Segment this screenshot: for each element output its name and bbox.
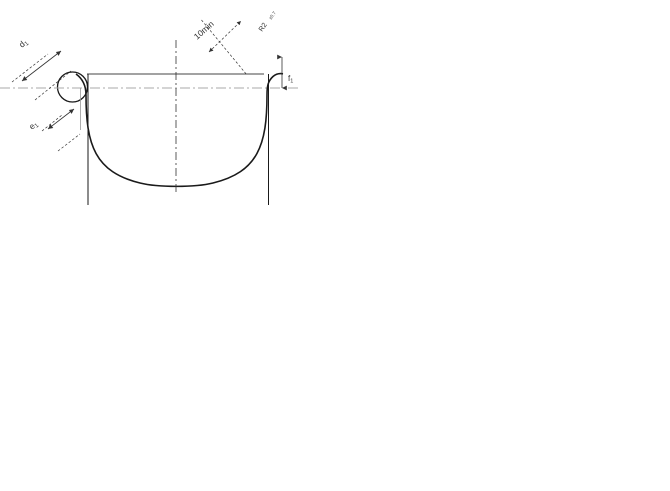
svg-text:R2: R2 — [258, 22, 269, 33]
svg-text:f1: f1 — [288, 74, 293, 85]
svg-text:e1: e1 — [27, 118, 41, 132]
svg-text:±0.7: ±0.7 — [268, 10, 277, 20]
svg-text:10min: 10min — [192, 19, 216, 42]
svg-text:d1: d1 — [17, 36, 31, 50]
